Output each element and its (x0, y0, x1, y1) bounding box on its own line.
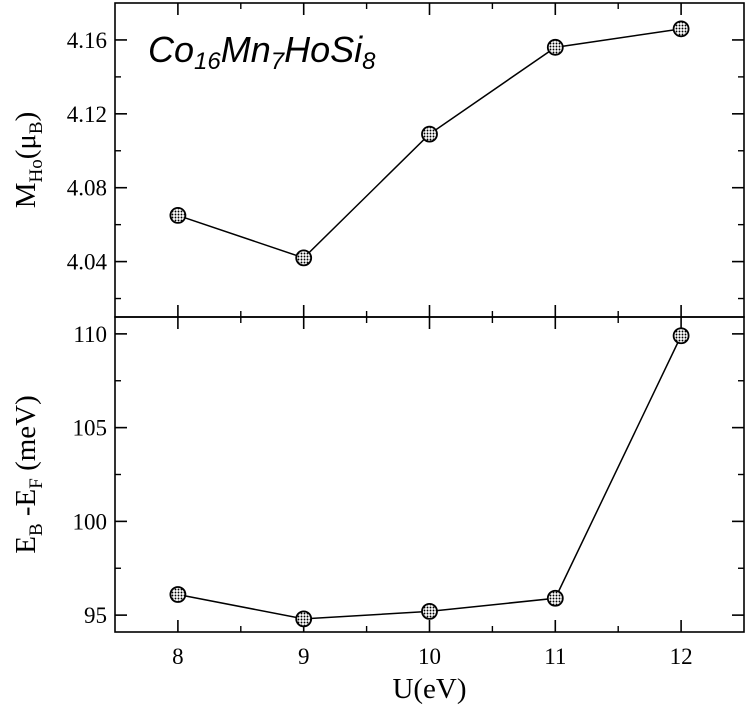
data-point (295, 249, 313, 267)
bottom-panel: 95 100 105 110 8 9 10 11 12 EB -EF (meV) U(eV) (10, 316, 745, 705)
data-point (672, 20, 690, 38)
y-axis-title: MHo(μB) (10, 112, 47, 209)
data-point (421, 602, 438, 620)
x-tick-label: 9 (298, 644, 310, 669)
data-point (672, 327, 690, 345)
x-tick-label: 8 (172, 644, 184, 669)
x-tick-label: 10 (418, 644, 441, 669)
y-tick-label: 4.16 (67, 28, 107, 53)
data-point (169, 207, 187, 224)
y-tick-label: 110 (73, 322, 107, 347)
y-tick-label: 105 (73, 416, 108, 441)
x-tick-label: 11 (544, 644, 566, 669)
y-tick-label: 4.12 (67, 102, 107, 127)
y-tick-label: 100 (73, 509, 108, 534)
y-tick-label: 95 (84, 603, 107, 628)
x-axis-title: U(eV) (392, 673, 466, 705)
data-point (421, 125, 438, 143)
y-axis-title: EB -EF (meV) (10, 395, 47, 554)
y-tick-label: 4.04 (67, 250, 108, 275)
chart-title: Co16Mn7HoSi8 (148, 29, 376, 75)
y-tick-label: 4.08 (67, 176, 107, 201)
data-point (546, 589, 564, 607)
data-point (169, 586, 187, 603)
x-tick-label: 12 (670, 644, 693, 669)
series-line (177, 335, 682, 620)
plot-frame (114, 316, 745, 633)
top-panel: 4.04 4.08 4.12 4.16 MHo(μB) Co16Mn7HoSi8 (10, 2, 745, 318)
data-point (295, 610, 313, 628)
data-point (546, 38, 564, 56)
